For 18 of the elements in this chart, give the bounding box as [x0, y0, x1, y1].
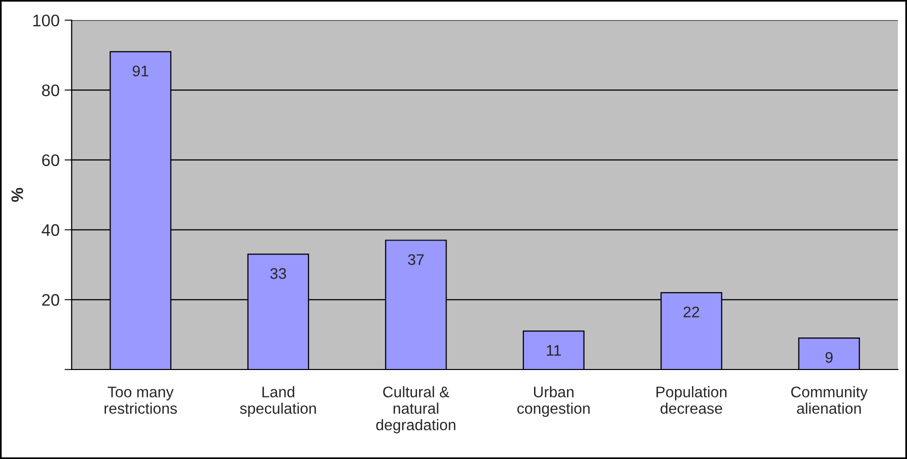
- data-label: 11: [546, 345, 561, 356]
- x-tick-label: Cultural & natural degradation: [376, 386, 456, 434]
- y-tick-label: 20: [42, 294, 60, 306]
- data-label: 37: [408, 254, 424, 266]
- x-tick-label: Population decrease: [656, 386, 726, 414]
- data-label: 91: [132, 66, 148, 76]
- data-label: 9: [826, 352, 833, 363]
- y-tick-label: 100: [33, 14, 60, 26]
- data-label: 22: [684, 306, 700, 318]
- x-tick-label: Land speculation: [240, 386, 316, 417]
- y-axis-title: %: [11, 188, 24, 202]
- data-label: 33: [270, 268, 286, 279]
- y-tick-label: 40: [42, 224, 60, 236]
- x-tick-label: Urban congestion: [517, 386, 590, 417]
- x-tick-label: Community alienation: [791, 386, 868, 414]
- y-tick-label: 60: [42, 154, 60, 166]
- x-tick-label: Too many restrictions: [104, 386, 177, 414]
- y-tick-label: 80: [42, 84, 60, 96]
